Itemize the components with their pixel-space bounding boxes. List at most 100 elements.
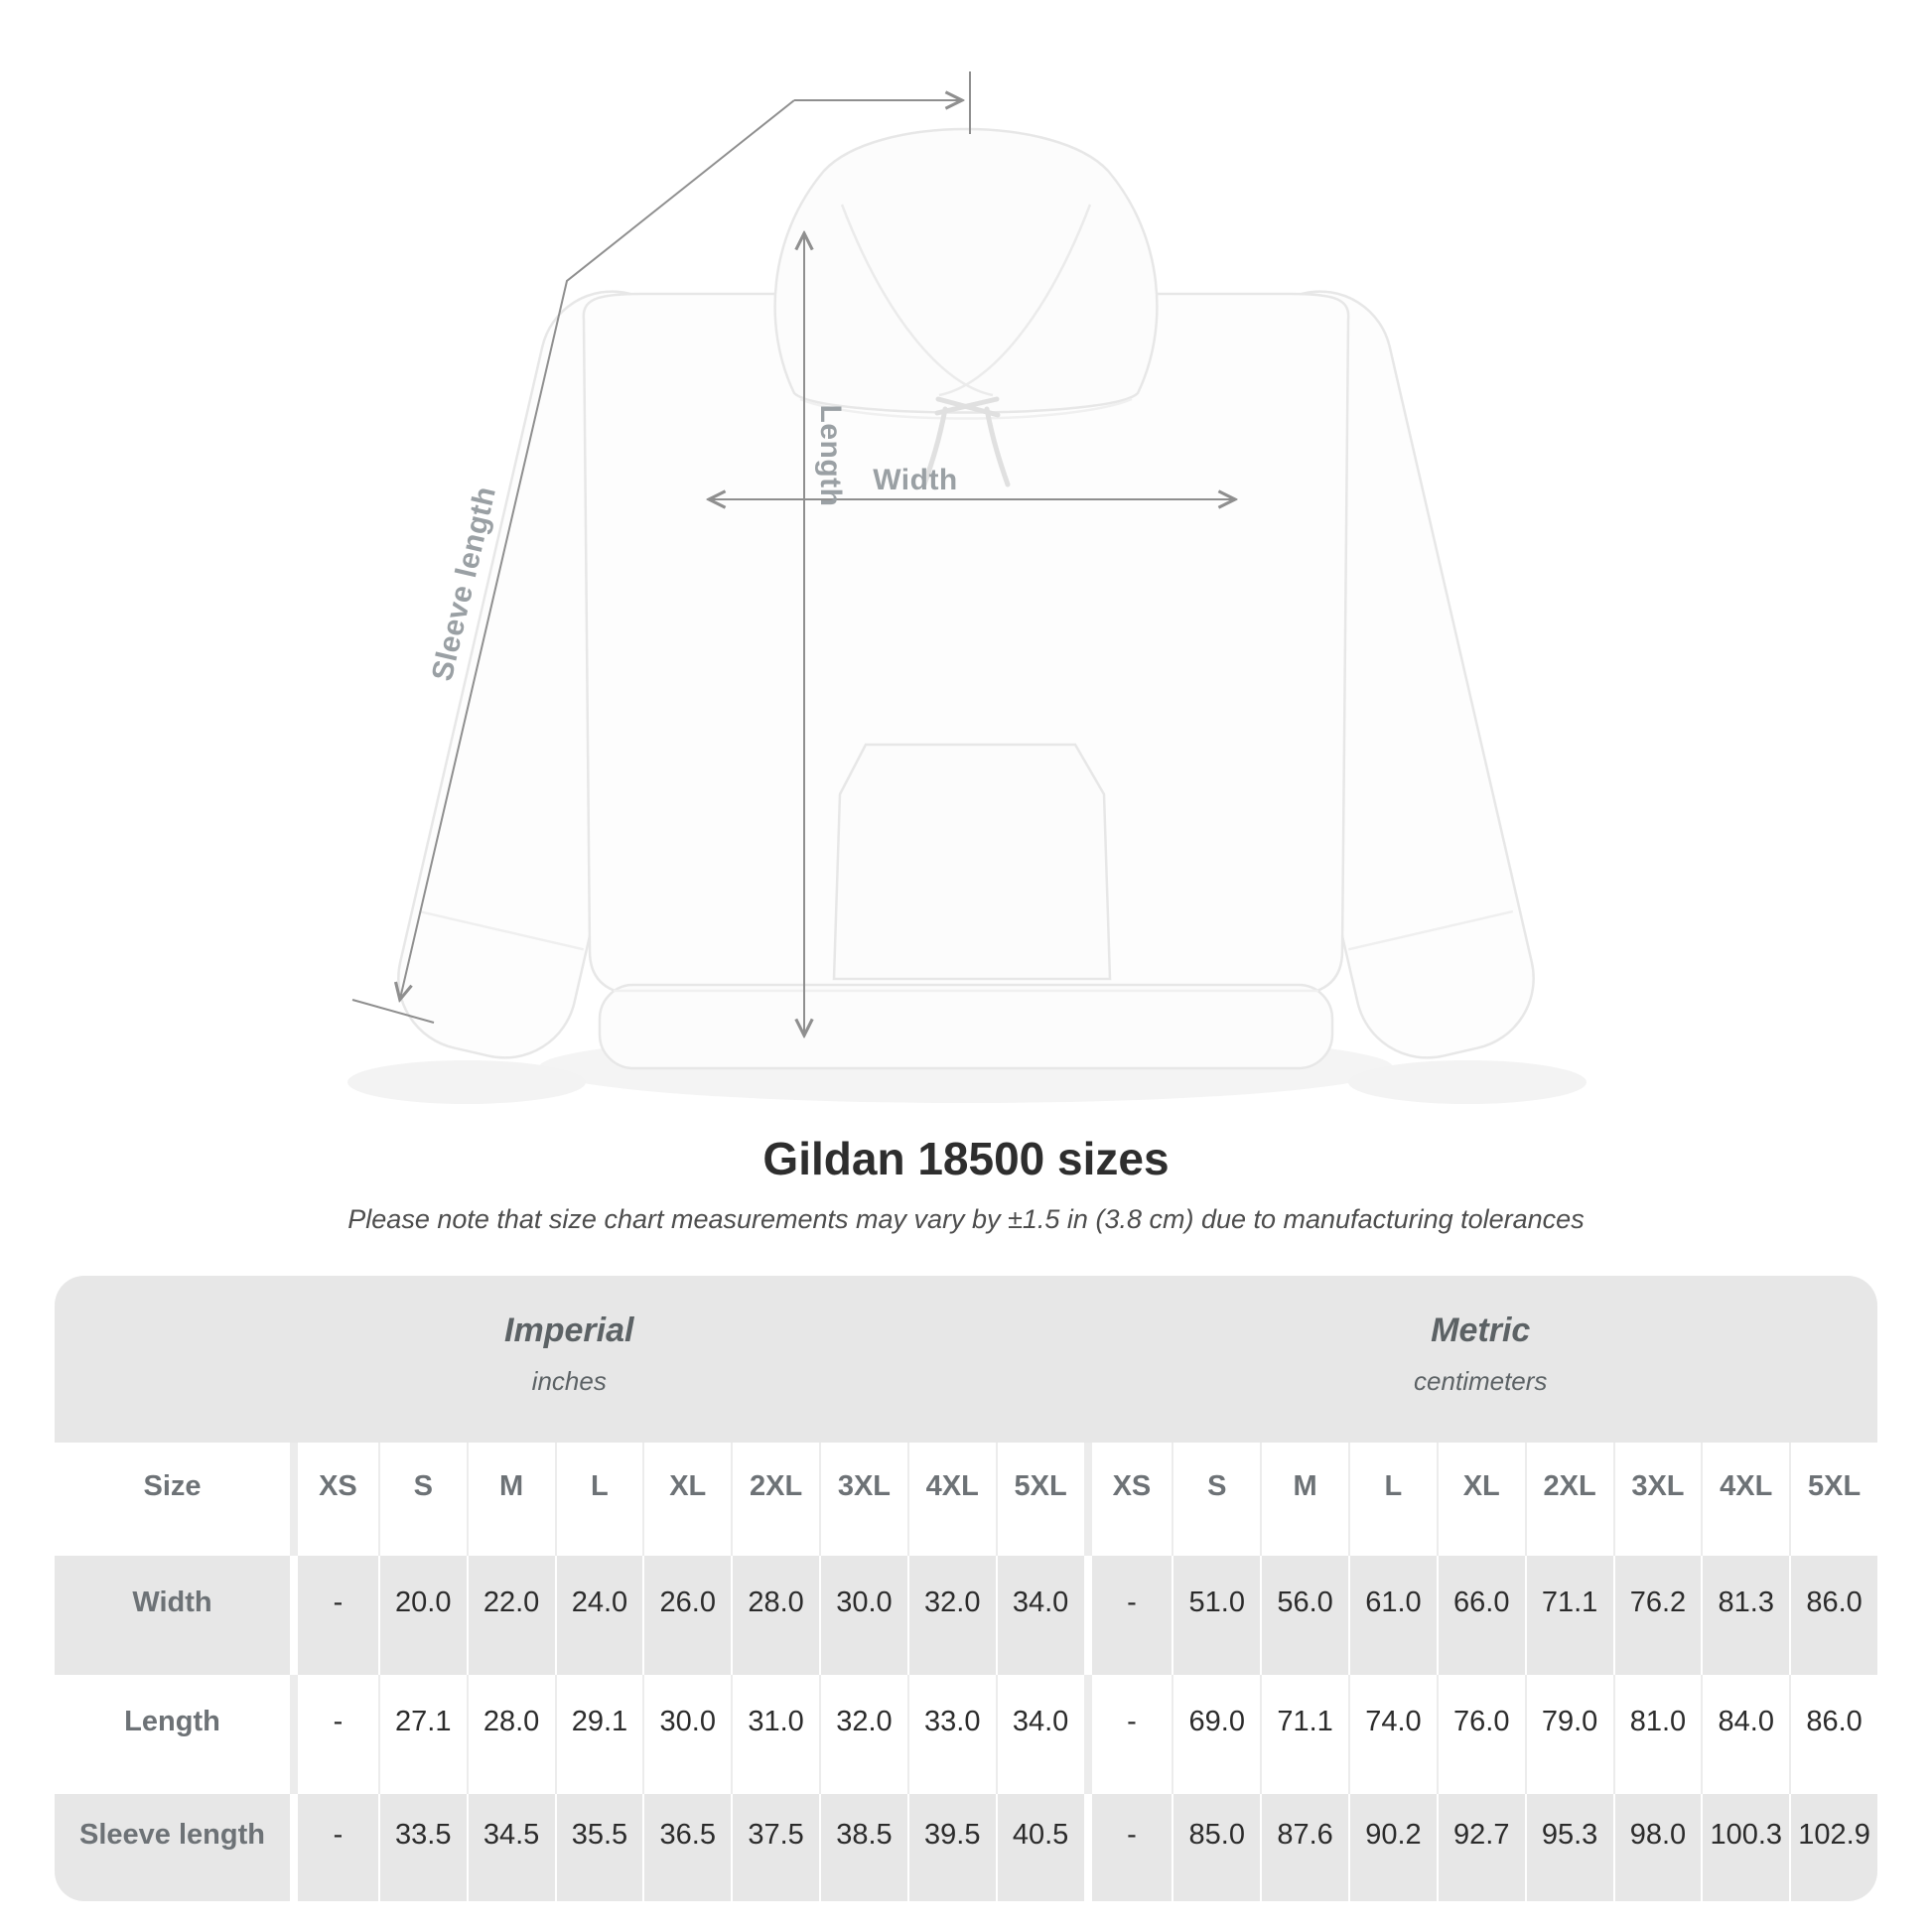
table-cell: - <box>290 1675 378 1794</box>
table-cell: - <box>290 1556 378 1675</box>
measurement-lines <box>351 71 1234 1035</box>
size-col-header: 4XL <box>1701 1443 1790 1556</box>
table-cell: 95.3 <box>1524 1794 1613 1901</box>
size-col-header: XS <box>1083 1443 1173 1556</box>
table-cell: 32.0 <box>819 1675 907 1794</box>
hoodie-body <box>582 292 1350 997</box>
left-cuff-seam <box>418 909 585 951</box>
table-cell: 98.0 <box>1612 1794 1702 1901</box>
table-cell: 79.0 <box>1524 1675 1613 1794</box>
unit-group-name: Imperial <box>504 1311 634 1349</box>
table-cell: 87.6 <box>1260 1794 1348 1901</box>
size-col-header: 2XL <box>731 1443 819 1556</box>
size-col-header: M <box>466 1443 555 1556</box>
right-cuff-seam <box>1347 909 1514 951</box>
row-label: Sleeve length <box>55 1794 290 1901</box>
unit-group-unit: inches <box>531 1366 607 1396</box>
neckline-seam <box>799 397 1133 420</box>
table-cell: 28.0 <box>466 1675 555 1794</box>
table-cell: 20.0 <box>377 1556 467 1675</box>
table-cell: 71.1 <box>1524 1556 1613 1675</box>
table-cell: 51.0 <box>1172 1556 1261 1675</box>
table-cell: 33.5 <box>377 1794 467 1901</box>
size-table: Imperial inches Metric centimeters Size XS S M L… <box>55 1276 1877 1901</box>
sleeve-diagonal-line <box>400 99 795 999</box>
unit-group-header: Imperial inches <box>55 1276 1084 1443</box>
table-cell: 34.5 <box>466 1794 555 1901</box>
width-dimension-label: Width <box>873 464 958 496</box>
table-cell: 27.1 <box>377 1675 467 1794</box>
unit-group-name: Metric <box>1431 1311 1531 1349</box>
table-cell: 24.0 <box>554 1556 643 1675</box>
size-col-header: L <box>554 1443 643 1556</box>
size-col-header: M <box>1260 1443 1348 1556</box>
table-cell: 76.2 <box>1612 1556 1702 1675</box>
table-cell: - <box>1083 1675 1173 1794</box>
table-cell: 34.0 <box>995 1675 1084 1794</box>
table-cell: 40.5 <box>995 1794 1084 1901</box>
size-col-header: L <box>1348 1443 1437 1556</box>
table-cell: 74.0 <box>1348 1675 1437 1794</box>
table-cell: 86.0 <box>1789 1556 1877 1675</box>
table-cell: 30.0 <box>642 1675 732 1794</box>
unit-group-header: Metric centimeters <box>1083 1276 1877 1443</box>
table-cell: 29.1 <box>554 1675 643 1794</box>
size-col-header: 3XL <box>1612 1443 1702 1556</box>
table-cell: 86.0 <box>1789 1675 1877 1794</box>
table-cell: 31.0 <box>731 1675 819 1794</box>
size-col-header: 4XL <box>906 1443 996 1556</box>
table-cell: 22.0 <box>466 1556 555 1675</box>
size-col-header: 5XL <box>1789 1443 1877 1556</box>
unit-group-unit: centimeters <box>1414 1366 1548 1396</box>
table-cell: 30.0 <box>819 1556 907 1675</box>
table-cell: 26.0 <box>642 1556 732 1675</box>
table-cell: 100.3 <box>1701 1794 1790 1901</box>
row-label: Length <box>55 1675 290 1794</box>
table-cell: 81.3 <box>1701 1556 1790 1675</box>
size-col-header: S <box>1172 1443 1261 1556</box>
table-cell: - <box>1083 1794 1173 1901</box>
drawstrings <box>921 396 1011 487</box>
table-cell: 76.0 <box>1436 1675 1525 1794</box>
kangaroo-pocket <box>832 743 1112 981</box>
size-col-header: 5XL <box>995 1443 1084 1556</box>
table-cell: 32.0 <box>906 1556 996 1675</box>
table-cell: 61.0 <box>1348 1556 1437 1675</box>
size-col-header: XL <box>642 1443 732 1556</box>
table-cell: 35.5 <box>554 1794 643 1901</box>
table-cell: 81.0 <box>1612 1675 1702 1794</box>
length-dimension-label: Length <box>814 404 847 507</box>
size-col-header: XL <box>1436 1443 1525 1556</box>
table-cell: 69.0 <box>1172 1675 1261 1794</box>
hem-band <box>598 983 1334 1070</box>
table-cell: - <box>290 1794 378 1901</box>
table-cell: 38.5 <box>819 1794 907 1901</box>
table-cell: - <box>1083 1556 1173 1675</box>
hood-opening-right <box>938 204 1092 397</box>
table-cell: 84.0 <box>1701 1675 1790 1794</box>
table-cell: 90.2 <box>1348 1794 1437 1901</box>
size-col-header: 2XL <box>1524 1443 1613 1556</box>
size-col-header: XS <box>290 1443 378 1556</box>
table-cell: 37.5 <box>731 1794 819 1901</box>
size-col-header: S <box>377 1443 467 1556</box>
hood-opening-left <box>840 204 994 397</box>
page-title: Gildan 18500 sizes <box>762 1133 1170 1184</box>
size-col-header: 3XL <box>819 1443 907 1556</box>
sleeve-cuff-tick <box>351 999 435 1024</box>
hood <box>773 127 1159 414</box>
hoodie-illustration <box>397 127 1535 1070</box>
table-cell: 39.5 <box>906 1794 996 1901</box>
table-cell: 36.5 <box>642 1794 732 1901</box>
table-cell: 56.0 <box>1260 1556 1348 1675</box>
table-cell: 34.0 <box>995 1556 1084 1675</box>
table-cell: 85.0 <box>1172 1794 1261 1901</box>
tolerance-note: Please note that size chart measurements… <box>347 1204 1585 1234</box>
row-label: Width <box>55 1556 290 1675</box>
table-cell: 33.0 <box>906 1675 996 1794</box>
table-cell: 28.0 <box>731 1556 819 1675</box>
table-cell: 92.7 <box>1436 1794 1525 1901</box>
table-cell: 102.9 <box>1789 1794 1877 1901</box>
